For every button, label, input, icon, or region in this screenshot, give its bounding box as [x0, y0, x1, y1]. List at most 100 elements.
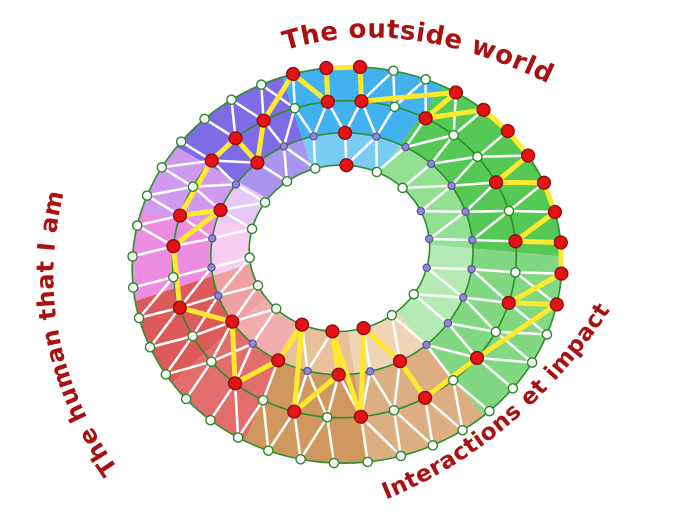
sector-salmon-dark-outer	[135, 275, 236, 383]
mesh-edge	[476, 356, 533, 364]
mesh-edge	[283, 145, 316, 170]
node-white	[131, 220, 143, 231]
mesh-edge	[369, 370, 396, 411]
node-white	[541, 329, 553, 340]
node-white	[244, 252, 255, 264]
node-white	[397, 182, 408, 194]
mesh-edge	[231, 307, 277, 323]
node-red	[250, 155, 265, 170]
node-white	[490, 326, 502, 338]
node-purple	[309, 131, 318, 141]
node-red	[228, 131, 243, 146]
mesh-edge	[507, 301, 548, 336]
node-red	[339, 158, 354, 173]
node-white	[187, 330, 198, 342]
mesh-edge	[292, 411, 302, 460]
mesh-edge	[149, 306, 181, 348]
node-red	[331, 367, 346, 382]
mesh-edge	[211, 159, 258, 164]
sector-green-outer	[400, 86, 562, 257]
node-red	[204, 153, 219, 168]
mesh-edge	[446, 322, 479, 359]
mesh-edge	[326, 417, 336, 464]
mesh-edge	[393, 409, 434, 447]
node-white	[257, 394, 269, 406]
mesh-edge	[237, 399, 265, 439]
node-purple	[365, 367, 375, 376]
mesh-edge	[425, 344, 455, 381]
node-red	[172, 208, 188, 223]
mesh-edge	[429, 237, 473, 242]
node-white	[328, 457, 340, 469]
node-red	[172, 300, 187, 315]
mesh-edge	[451, 181, 497, 188]
mesh-edge	[401, 162, 432, 189]
mesh-edge	[413, 292, 464, 299]
node-red	[228, 376, 243, 391]
mesh-edge	[508, 181, 545, 212]
node-purple	[468, 235, 477, 245]
mesh-edge	[149, 334, 193, 349]
mesh-edge	[426, 343, 478, 360]
node-white	[246, 223, 258, 235]
node-purple	[425, 234, 434, 244]
mesh-edge	[233, 383, 240, 438]
node-purple	[461, 207, 470, 216]
node-red	[337, 125, 353, 140]
mesh-edge	[420, 184, 453, 213]
mesh-edge	[173, 266, 212, 279]
node-white	[457, 424, 468, 436]
node-red	[256, 113, 271, 128]
mesh-edge	[185, 361, 213, 400]
mesh-edge	[138, 276, 175, 319]
mesh-edge	[392, 361, 402, 411]
mesh-edge	[420, 209, 466, 213]
node-white	[180, 393, 192, 405]
node-purple	[422, 263, 431, 272]
mesh-edge	[424, 396, 464, 432]
mesh-edge	[360, 415, 402, 457]
mesh-edge	[251, 307, 278, 345]
node-red	[320, 94, 335, 109]
node-white	[252, 280, 264, 291]
mesh-edge	[211, 227, 253, 240]
node-white	[507, 383, 519, 394]
mesh-edge	[471, 267, 516, 274]
mesh-edge	[375, 106, 396, 138]
node-white	[408, 288, 420, 300]
node-red	[325, 324, 340, 339]
mesh-edge	[451, 380, 464, 431]
node-red	[356, 321, 371, 336]
node-red	[287, 404, 302, 419]
node-red	[418, 390, 433, 406]
mesh-edge	[235, 183, 266, 204]
node-white	[270, 303, 282, 314]
mesh-edge	[471, 209, 510, 242]
node-red	[448, 85, 464, 100]
mesh-edge	[430, 155, 478, 166]
node-red	[488, 175, 504, 190]
mesh-edge	[261, 400, 270, 451]
node-red	[418, 111, 433, 126]
node-white	[289, 102, 301, 114]
mesh-edge	[508, 209, 555, 214]
node-white	[141, 190, 153, 201]
mesh-edge	[293, 107, 315, 137]
mesh-edge	[412, 293, 449, 325]
mesh-edge	[312, 136, 317, 169]
mesh-edge	[165, 360, 212, 376]
node-white	[510, 267, 521, 278]
node-red	[225, 314, 240, 329]
mesh-edge	[450, 155, 479, 187]
mesh-edge	[233, 343, 254, 384]
node-red	[547, 204, 563, 220]
mesh-edge	[267, 410, 296, 452]
node-red	[500, 123, 515, 139]
mesh-edge	[299, 416, 329, 460]
node-purple	[207, 263, 216, 272]
mesh-edge	[428, 210, 467, 240]
mesh-edge	[210, 321, 234, 363]
node-purple	[248, 339, 257, 348]
mesh-edge	[375, 136, 379, 172]
